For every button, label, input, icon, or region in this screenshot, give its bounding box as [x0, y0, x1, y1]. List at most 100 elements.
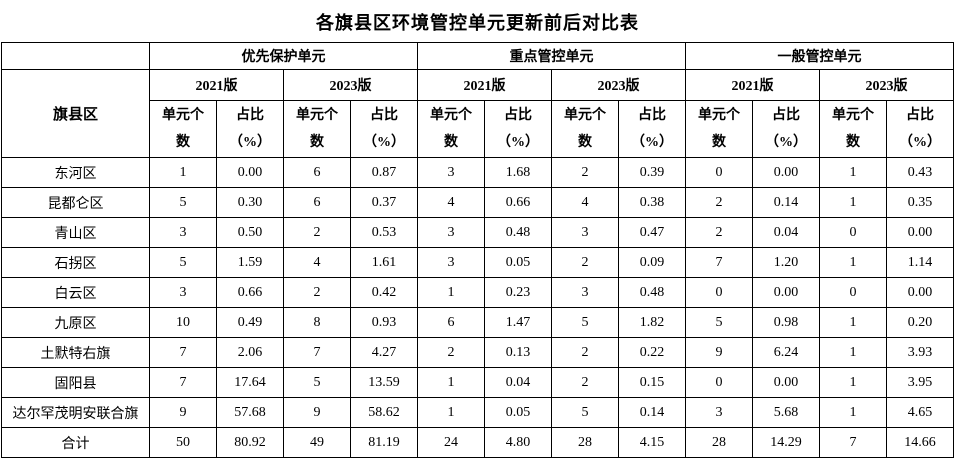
metric-count-line2: 数: [310, 135, 324, 150]
value-cell: 5.68: [752, 397, 820, 428]
metric-count-line2: 数: [176, 135, 190, 150]
region-name: 合计: [1, 427, 150, 458]
value-cell: 0.49: [216, 307, 284, 338]
table-row: 石拐区 5 1.59 4 1.61 3 0.05 2 0.09 7 1.20 1 1.14: [1, 247, 954, 278]
value-cell: 0: [819, 217, 887, 248]
value-cell: 9: [283, 397, 351, 428]
value-cell: 1: [819, 247, 887, 278]
value-cell: 2: [551, 337, 619, 368]
value-cell: 0.37: [350, 187, 418, 218]
metric-header-count: 单元个数: [417, 100, 485, 158]
value-cell: 0.15: [618, 367, 686, 398]
metric-header-count: 单元个数: [149, 100, 217, 158]
value-cell: 3: [417, 247, 485, 278]
value-cell: 2: [685, 187, 753, 218]
table-row: 青山区 3 0.50 2 0.53 3 0.48 3 0.47 2 0.04 0 0.00: [1, 217, 954, 248]
value-cell: 2: [283, 277, 351, 308]
value-cell: 1.47: [484, 307, 552, 338]
metric-count-line2: 数: [444, 135, 458, 150]
table-row: 达尔罕茂明安联合旗 9 57.68 9 58.62 1 0.05 5 0.14 3 5.68 1 4.6…: [1, 397, 954, 428]
value-cell: 28: [685, 427, 753, 458]
metric-header-row: 单元个数 占比 （%） 单元个数 占比 （%） 单元个数 占比 （%） 单元个数 占比…: [2, 100, 954, 158]
metric-count-line1: 单元个: [698, 108, 740, 123]
version-header-general-2023: 2023版: [819, 69, 954, 101]
metric-ratio-line2: （%）: [363, 135, 405, 150]
table-row: 固阳县 7 17.64 5 13.59 1 0.04 2 0.15 0 0.00 1 3.95: [1, 367, 954, 398]
region-name: 石拐区: [1, 247, 150, 278]
metric-ratio-line1: 占比: [638, 108, 666, 123]
value-cell: 9: [685, 337, 753, 368]
value-cell: 7: [685, 247, 753, 278]
value-cell: 0.30: [216, 187, 284, 218]
value-cell: 7: [819, 427, 887, 458]
table-row: 东河区 1 0.00 6 0.87 3 1.68 2 0.39 0 0.00 1 0.43: [1, 157, 954, 188]
value-cell: 6: [417, 307, 485, 338]
value-cell: 0.14: [618, 397, 686, 428]
value-cell: 2: [417, 337, 485, 368]
metric-count-line1: 单元个: [296, 108, 338, 123]
value-cell: 0.00: [752, 277, 820, 308]
value-cell: 0.47: [618, 217, 686, 248]
value-cell: 6: [283, 157, 351, 188]
value-cell: 0.35: [886, 187, 954, 218]
value-cell: 2: [685, 217, 753, 248]
value-cell: 9: [149, 397, 217, 428]
metric-header-count: 单元个数: [819, 100, 887, 158]
value-cell: 0.09: [618, 247, 686, 278]
value-cell: 1: [819, 307, 887, 338]
value-cell: 3.95: [886, 367, 954, 398]
value-cell: 10: [149, 307, 217, 338]
value-cell: 0: [685, 277, 753, 308]
metric-count-line1: 单元个: [162, 108, 204, 123]
value-cell: 3: [417, 217, 485, 248]
metric-ratio-line2: （%）: [631, 135, 673, 150]
value-cell: 0.66: [216, 277, 284, 308]
metric-header-ratio: 占比 （%）: [350, 100, 418, 158]
value-cell: 24: [417, 427, 485, 458]
value-cell: 6: [283, 187, 351, 218]
value-cell: 0.38: [618, 187, 686, 218]
row-header-label: 旗县区: [1, 69, 150, 158]
value-cell: 0.05: [484, 397, 552, 428]
value-cell: 0: [819, 277, 887, 308]
group-header-row: 优先保护单元 重点管控单元 一般管控单元: [1, 42, 954, 70]
region-name: 白云区: [1, 277, 150, 308]
metric-ratio-line2: （%）: [899, 135, 941, 150]
metric-ratio-line1: 占比: [772, 108, 800, 123]
metric-header-ratio: 占比 （%）: [484, 100, 552, 158]
metric-header-count: 单元个数: [283, 100, 351, 158]
value-cell: 1.59: [216, 247, 284, 278]
value-cell: 8: [283, 307, 351, 338]
value-cell: 0.05: [484, 247, 552, 278]
value-cell: 3.93: [886, 337, 954, 368]
value-cell: 0.87: [350, 157, 418, 188]
value-cell: 0.00: [752, 157, 820, 188]
value-cell: 0.23: [484, 277, 552, 308]
value-cell: 58.62: [350, 397, 418, 428]
value-cell: 1: [819, 337, 887, 368]
value-cell: 0.66: [484, 187, 552, 218]
group-header-priority-protection: 优先保护单元: [149, 42, 418, 70]
value-cell: 28: [551, 427, 619, 458]
value-cell: 5: [685, 307, 753, 338]
value-cell: 0.48: [618, 277, 686, 308]
value-cell: 0.98: [752, 307, 820, 338]
metric-header-ratio: 占比 （%）: [216, 100, 284, 158]
value-cell: 1.20: [752, 247, 820, 278]
table-row: 九原区 10 0.49 8 0.93 6 1.47 5 1.82 5 0.98 1 0.20: [1, 307, 954, 338]
page-title: 各旗县区环境管控单元更新前后对比表: [316, 13, 639, 33]
value-cell: 2: [551, 157, 619, 188]
value-cell: 1: [819, 397, 887, 428]
value-cell: 0.50: [216, 217, 284, 248]
value-cell: 5: [551, 307, 619, 338]
value-cell: 1: [149, 157, 217, 188]
value-cell: 3: [149, 277, 217, 308]
value-cell: 5: [149, 187, 217, 218]
version-header-key-2023: 2023版: [551, 69, 686, 101]
metric-count-line2: 数: [712, 135, 726, 150]
value-cell: 1: [819, 367, 887, 398]
value-cell: 0.14: [752, 187, 820, 218]
value-cell: 3: [551, 277, 619, 308]
metric-header-ratio: 占比 （%）: [618, 100, 686, 158]
comparison-table: 优先保护单元 重点管控单元 一般管控单元 旗县区 2021版 2023版 202…: [1, 42, 954, 458]
